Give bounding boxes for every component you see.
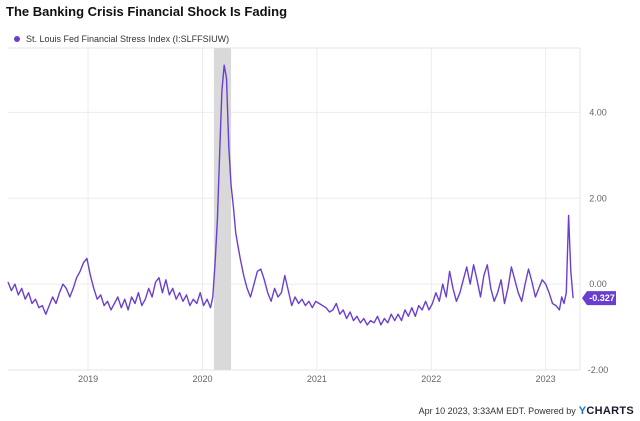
recession-band [213,48,232,370]
series-line[interactable] [7,64,574,326]
last-value-tag [582,291,616,306]
legend-marker-icon [14,36,20,42]
ycharts-logo[interactable]: YCHARTS [579,405,634,417]
y-tick-label: -2.00 [588,365,609,375]
footer: Apr 10 2023, 3:33AM EDT. Powered by YCHA… [419,405,634,417]
series-layer [7,64,574,326]
ycharts-logo-y: Y [578,405,587,417]
last-value-label: -0.327 [582,291,616,306]
y-tick-label: 4.00 [589,107,607,117]
y-axis: 4.00 2.00 0.00 -2.00 [588,107,609,375]
y-tick-label: 2.00 [589,193,607,203]
legend-label: St. Louis Fed Financial Stress Index (I:… [26,34,230,44]
chart-title: The Banking Crisis Financial Shock Is Fa… [6,4,288,19]
x-tick-label: 2019 [78,374,98,384]
footer-text: Apr 10 2023, 3:33AM EDT. Powered by [418,406,576,416]
legend[interactable]: St. Louis Fed Financial Stress Index (I:… [14,34,229,44]
x-tick-label: 2021 [307,374,327,384]
x-tick-label: 2020 [192,374,212,384]
x-tick-label: 2022 [421,374,441,384]
y-tick-label: 0.00 [589,279,607,289]
recession-shade [213,48,232,370]
x-axis: 2019 2020 2021 2022 2023 [78,374,556,384]
last-value-text: -0.327 [589,293,615,303]
grid [8,47,581,371]
ycharts-logo-rest: CHARTS [586,405,634,417]
x-tick-label: 2023 [536,374,556,384]
